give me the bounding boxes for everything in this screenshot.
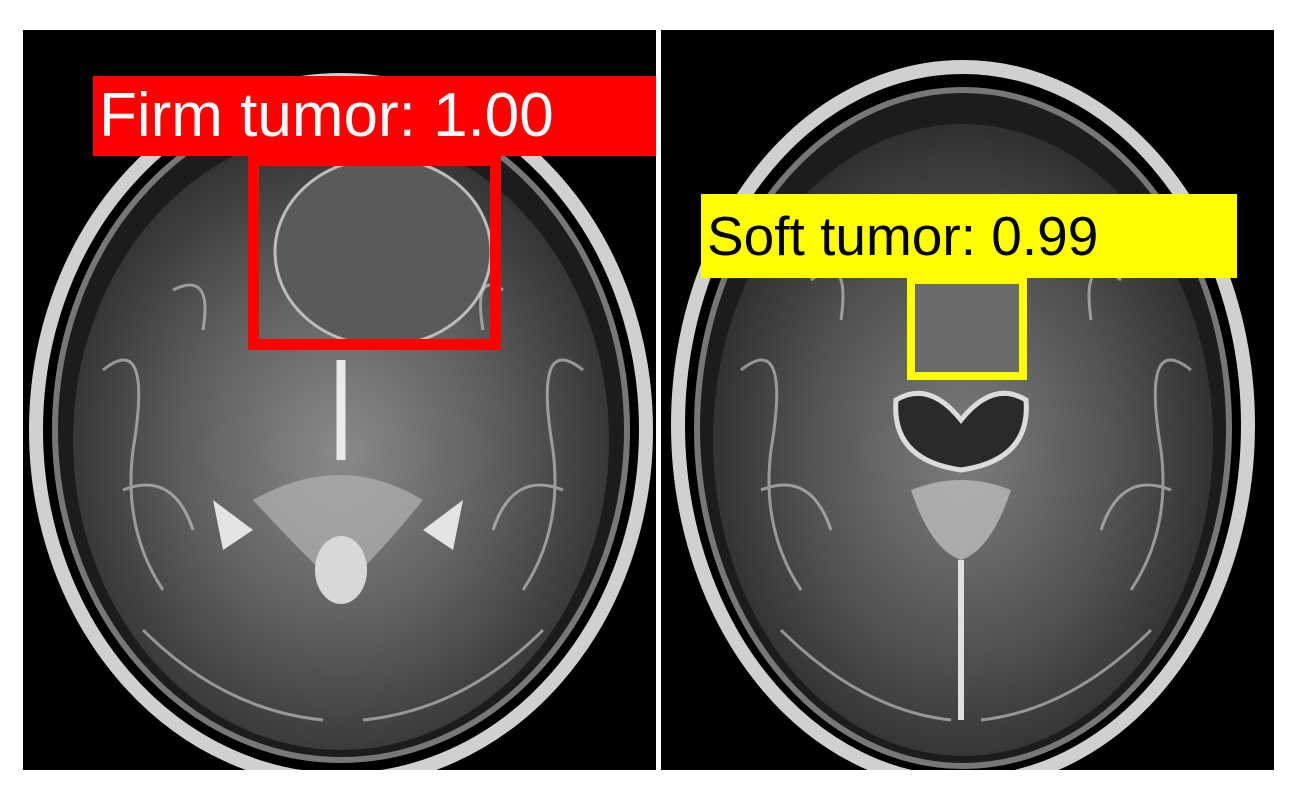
mri-image-right: Soft tumor: 0.99 (661, 30, 1274, 770)
detection-label-left: Firm tumor: 1.00 (93, 76, 656, 156)
brain-scan-right (661, 30, 1274, 770)
detection-box-right (907, 276, 1027, 380)
detection-box-left (248, 155, 501, 350)
tumor-mass-right (915, 284, 1019, 372)
skull-outline-right (671, 60, 1255, 770)
detection-label-right: Soft tumor: 0.99 (701, 194, 1237, 278)
mri-image-left: Firm tumor: 1.00 (23, 30, 656, 770)
